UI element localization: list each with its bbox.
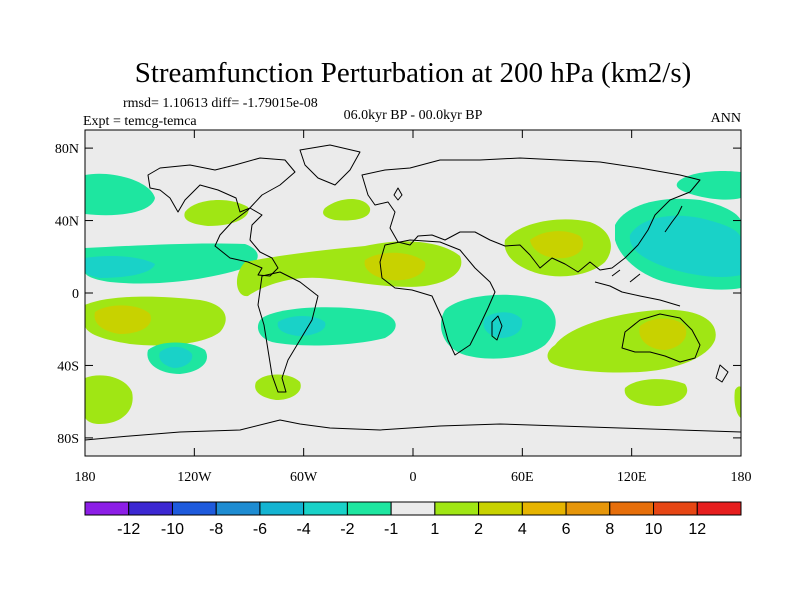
colorbar-swatch — [303, 501, 348, 516]
lat-tick-label: 0 — [72, 287, 79, 302]
lat-tick-label: 80N — [55, 142, 79, 157]
contour-west-pacific-low-core — [629, 215, 741, 278]
contour-south-pacific-low-core — [159, 346, 193, 368]
colorbar-label: 6 — [562, 521, 571, 538]
colorbar-label: 12 — [688, 521, 706, 538]
colorbar-label: 10 — [645, 521, 663, 538]
coast-eurasia — [361, 157, 701, 273]
lon-tick-label: 120W — [177, 470, 212, 485]
colorbar: -12 -10 -8 -6 -4 -2 -1 1 2 4 6 8 10 12 — [84, 501, 742, 538]
coast-greenland — [299, 144, 361, 186]
stats-label: rmsd= 1.10613 diff= -1.79015e-08 — [123, 96, 318, 111]
colorbar-label: -4 — [297, 521, 311, 538]
contour-asian-high-core — [530, 231, 584, 259]
contour-north-atlantic-high — [323, 199, 371, 221]
colorbar-label: -8 — [209, 521, 223, 538]
colorbar-swatch — [609, 501, 655, 516]
colorbar-label: 8 — [605, 521, 614, 538]
map-background — [85, 130, 741, 456]
colorbar-label: 1 — [430, 521, 439, 538]
colorbar-label: -10 — [161, 521, 184, 538]
lat-tick-label: 80S — [57, 432, 79, 447]
colorbar-swatch — [215, 501, 261, 516]
lon-tick-label: 0 — [410, 470, 417, 485]
colorbar-swatch — [521, 501, 567, 516]
coast-japan — [664, 205, 683, 233]
contour-australia-high-core — [639, 318, 687, 350]
colorbar-swatch — [434, 501, 480, 516]
colorbar-swatch — [390, 501, 436, 516]
contour-southern-ocean-high — [624, 379, 688, 406]
coast-australia — [621, 313, 701, 363]
colorbar-swatch — [128, 501, 173, 516]
colorbar-label: -1 — [384, 521, 398, 538]
contour-south-america-high — [255, 374, 301, 400]
colorbar-swatch — [478, 501, 523, 516]
coast-new-zealand — [715, 364, 729, 383]
colorbar-swatch — [84, 501, 130, 516]
colorbar-swatch — [696, 501, 742, 516]
lon-tick-label: 120E — [617, 470, 647, 485]
lon-tick-label: 180 — [75, 470, 96, 485]
coast-antarctica — [85, 419, 741, 441]
coast-madagascar — [491, 315, 503, 341]
coast-uk — [393, 187, 403, 201]
colorbar-swatch — [565, 501, 611, 516]
contour-fill-layer — [85, 170, 741, 424]
lat-tick-label: 40N — [55, 215, 79, 230]
figure-title: Streamfunction Perturbation at 200 hPa (… — [135, 57, 692, 89]
contour-central-pacific-core — [85, 256, 155, 278]
coast-south-america — [257, 271, 319, 393]
colorbar-label: -6 — [253, 521, 267, 538]
coast-maritime-continent — [594, 269, 681, 307]
colorbar-swatch — [653, 501, 698, 516]
contour-south-indian-low-core — [483, 312, 523, 338]
contour-north-africa-high-core — [364, 252, 426, 281]
colorbar-label: -2 — [340, 521, 354, 538]
period-label: 06.0kyr BP - 00.0kyr BP — [344, 108, 483, 123]
contour-east-edge-high — [734, 386, 741, 418]
coastlines — [85, 144, 741, 441]
contour-dateline-southern-high — [85, 375, 133, 424]
experiment-label: Expt = temcg-temca — [83, 114, 197, 129]
colorbar-label: 4 — [518, 521, 527, 538]
lat-tick-label: 40S — [57, 359, 79, 374]
map-panel — [85, 130, 741, 456]
coast-africa — [379, 239, 496, 356]
season-label: ANN — [711, 111, 741, 126]
contour-na-high-west — [184, 199, 249, 226]
axis-ticks: 180 120W 60W 0 60E 120E 180 80N 40N 0 40S 80S — [55, 130, 752, 485]
colorbar-label: -12 — [117, 521, 140, 538]
contour-south-atlantic-low — [257, 307, 396, 346]
contour-se-pacific-high-core — [94, 305, 151, 334]
colorbar-swatch — [171, 501, 217, 516]
colorbar-swatch — [346, 501, 392, 516]
colorbar-label: 2 — [474, 521, 483, 538]
lon-tick-label: 60W — [290, 470, 318, 485]
lon-tick-label: 60E — [511, 470, 534, 485]
lon-tick-label: 180 — [731, 470, 752, 485]
contour-south-atlantic-low-core — [277, 316, 326, 336]
colorbar-swatch — [259, 501, 305, 516]
contour-north-pacific-low — [85, 173, 155, 216]
